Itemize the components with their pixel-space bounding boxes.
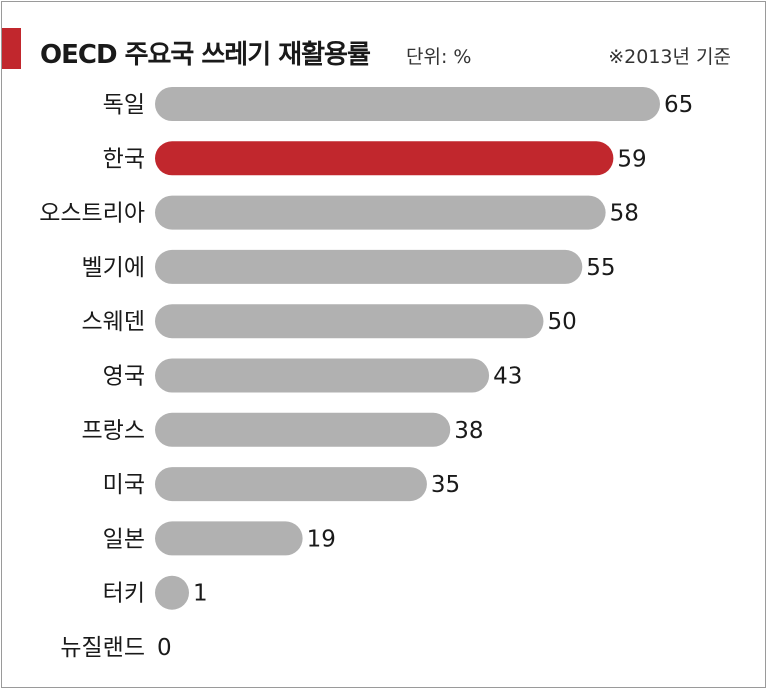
category-label: 오스트리아 bbox=[39, 201, 145, 227]
value-label: 1 bbox=[193, 581, 208, 607]
value-label: 65 bbox=[664, 92, 693, 118]
value-label: 50 bbox=[547, 309, 576, 335]
category-label: 일본 bbox=[103, 526, 145, 552]
chart-title: OECD 주요국 쓰레기 재활용률 bbox=[40, 40, 371, 70]
category-label: 벨기에 bbox=[82, 255, 145, 281]
bar bbox=[155, 575, 189, 610]
value-label: 43 bbox=[493, 364, 522, 390]
value-label: 58 bbox=[610, 201, 639, 227]
unit-label: 단위: % bbox=[406, 46, 472, 68]
category-label: 프랑스 bbox=[82, 418, 145, 444]
value-label: 38 bbox=[454, 418, 483, 444]
category-label: 뉴질랜드 bbox=[60, 635, 145, 661]
bar bbox=[155, 521, 303, 556]
value-label: 19 bbox=[307, 526, 336, 552]
bar bbox=[155, 304, 544, 339]
bar bbox=[155, 358, 490, 393]
category-label: 영국 bbox=[103, 364, 145, 390]
bar bbox=[155, 467, 427, 502]
title-accent-bar bbox=[2, 28, 21, 69]
base-year-note: ※2013년 기준 bbox=[608, 46, 731, 68]
value-label: 0 bbox=[157, 635, 172, 661]
category-label: 스웨덴 bbox=[82, 309, 145, 335]
category-label: 미국 bbox=[103, 472, 145, 498]
value-label: 55 bbox=[586, 255, 615, 281]
category-label: 터키 bbox=[103, 581, 145, 607]
bar-highlight bbox=[155, 141, 614, 176]
category-label: 독일 bbox=[103, 92, 145, 118]
category-label: 한국 bbox=[103, 146, 145, 172]
bar bbox=[155, 87, 660, 121]
bar bbox=[155, 195, 606, 230]
bar bbox=[155, 412, 451, 447]
value-label: 35 bbox=[431, 472, 460, 498]
bar bbox=[155, 249, 583, 284]
value-label: 59 bbox=[617, 146, 646, 172]
